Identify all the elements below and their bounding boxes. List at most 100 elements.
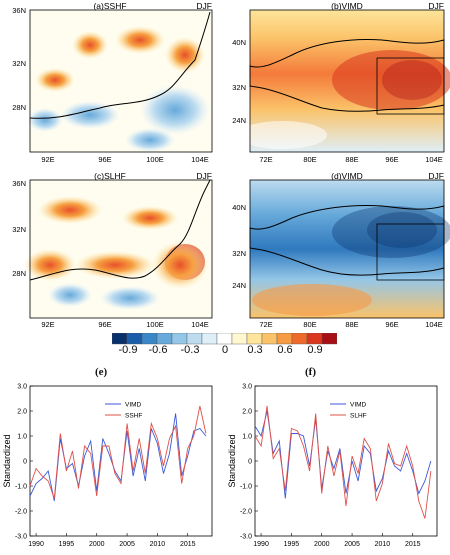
x-tick-label: 96E [385, 155, 398, 164]
x-tick-label: 2015 [180, 541, 196, 548]
y-tick-label: 32N [12, 225, 26, 234]
colorbar-swatch [126, 332, 143, 345]
x-tick-label: 104E [425, 320, 443, 329]
panel-label-e: (e) [95, 366, 108, 378]
y-tick-label: 32N [232, 249, 246, 258]
y-tick-label: 3.0 [242, 384, 252, 391]
colorbar-swatch [141, 332, 158, 345]
colorbar-label: 0 [221, 344, 229, 356]
y-tick-label: 0 [248, 459, 252, 466]
colorbar-swatch [246, 332, 263, 345]
plot-frame [29, 385, 213, 537]
colorbar-swatch [216, 332, 233, 345]
y-tick-label: -1.0 [240, 484, 252, 491]
colorbar-label: -0.9 [118, 344, 138, 356]
season-label: DJF [196, 1, 212, 11]
colorbar-swatch [291, 332, 308, 345]
x-tick-label: 92E [41, 155, 54, 164]
x-tick-label: 96E [385, 320, 398, 329]
series-line-sshf [29, 405, 207, 499]
season-label: DJF [428, 1, 444, 11]
x-tick-label: 92E [41, 320, 54, 329]
x-tick-label: 1990 [253, 541, 269, 548]
colorbar-swatch [111, 332, 128, 345]
map-title: (b)VIMD [331, 1, 363, 11]
y-tick-label: -2.0 [240, 509, 252, 516]
y-tick-label: 3.0 [17, 384, 27, 391]
x-tick-label: 104E [425, 155, 443, 164]
y-axis-label: Standardized [2, 434, 12, 487]
x-tick-label: 2005 [344, 541, 360, 548]
colorbar-swatch [156, 332, 173, 345]
x-tick-label: 96E [98, 155, 111, 164]
x-tick-label: 100E [146, 155, 164, 164]
x-tick-label: 72E [259, 320, 272, 329]
y-tick-label: 32N [232, 83, 246, 92]
y-tick-label: 0 [23, 459, 27, 466]
y-axis-label: Standardized [227, 434, 237, 487]
map-title: (d)VIMD [331, 171, 363, 181]
y-tick-label: -1.0 [15, 484, 27, 491]
y-tick-label: -2.0 [15, 509, 27, 516]
legend-label: VIMD [125, 402, 142, 409]
y-tick-label: 36N [12, 6, 26, 15]
timeseries-e: 3.0 2.0 1.0 0 -1.0 -2.0 -3.0 1990 1995 2000 2005 20… [0, 378, 225, 555]
plot-frame [254, 385, 438, 537]
colorbar-swatch [186, 332, 203, 345]
x-tick-label: 2000 [314, 541, 330, 548]
y-tick-label: 2.0 [17, 409, 27, 416]
map-title: (c)SLHF [94, 171, 126, 181]
colorbar-label: -0.3 [180, 344, 200, 356]
x-tick-label: 72E [259, 155, 272, 164]
x-tick-label: 1995 [284, 541, 300, 548]
colorbar-swatch [231, 332, 248, 345]
colorbar-swatches [111, 332, 338, 345]
y-tick-label: 32N [12, 59, 26, 68]
x-tick-label: 104E [191, 155, 209, 164]
x-tick-label: 2015 [405, 541, 421, 548]
x-tick-label: 96E [98, 320, 111, 329]
y-tick-label: 1.0 [17, 434, 27, 441]
map-panel-d: (d)VIMD DJF 40N 32N 24N 72E 80E 88E 96E … [222, 170, 450, 330]
series-line-slhf [254, 405, 432, 519]
y-tick-label: 2.0 [242, 409, 252, 416]
y-tick-label: 36N [12, 179, 26, 188]
y-tick-label: 1.0 [242, 434, 252, 441]
colorbar-swatch [306, 332, 323, 345]
x-tick-label: 2005 [119, 541, 135, 548]
series-line-vimd [254, 410, 432, 499]
map-panel-b: (b)VIMD DJF 40N 32N 24N 72E 80E 88E 96E … [222, 0, 450, 170]
x-tick-label: 2010 [150, 541, 166, 548]
map-title: (a)SSHF [93, 1, 126, 11]
y-tick-label: 40N [232, 203, 246, 212]
colorbar [111, 332, 338, 350]
x-tick-label: 88E [345, 155, 358, 164]
colorbar-swatch [201, 332, 218, 345]
legend-label: SSHF [125, 413, 142, 420]
x-tick-label: 80E [303, 155, 316, 164]
y-tick-label: 28N [12, 269, 26, 278]
legend-label: VIMD [350, 402, 367, 409]
colorbar-label: 0.9 [307, 344, 323, 356]
y-tick-label: -3.0 [240, 534, 252, 541]
y-tick-label: -3.0 [15, 534, 27, 541]
colorbar-label: 0.6 [277, 344, 293, 356]
season-label: DJF [196, 171, 212, 181]
x-tick-label: 1990 [28, 541, 44, 548]
colorbar-label: -0.6 [148, 344, 168, 356]
x-tick-label: 88E [345, 320, 358, 329]
y-tick-label: 40N [232, 38, 246, 47]
y-tick-label: 28N [12, 103, 26, 112]
colorbar-swatch [276, 332, 293, 345]
timeseries-f: 3.0 2.0 1.0 0 -1.0 -2.0 -3.0 1990 1995 2000 2005 20… [225, 378, 450, 555]
season-label: DJF [428, 171, 444, 181]
map-panel-a: (a)SSHF DJF 36N 32N 28N 92E 96E 100E 104… [0, 0, 220, 170]
colorbar-label: 0.3 [247, 344, 263, 356]
map-panel-c: (c)SLHF DJF 36N 32N 28N 92E 96E 100E 104… [0, 170, 220, 330]
x-tick-label: 80E [303, 320, 316, 329]
legend-label: SLHF [350, 413, 367, 420]
x-tick-label: 100E [146, 320, 164, 329]
x-tick-label: 1995 [59, 541, 75, 548]
colorbar-swatch [321, 332, 338, 345]
x-tick-label: 2000 [89, 541, 105, 548]
